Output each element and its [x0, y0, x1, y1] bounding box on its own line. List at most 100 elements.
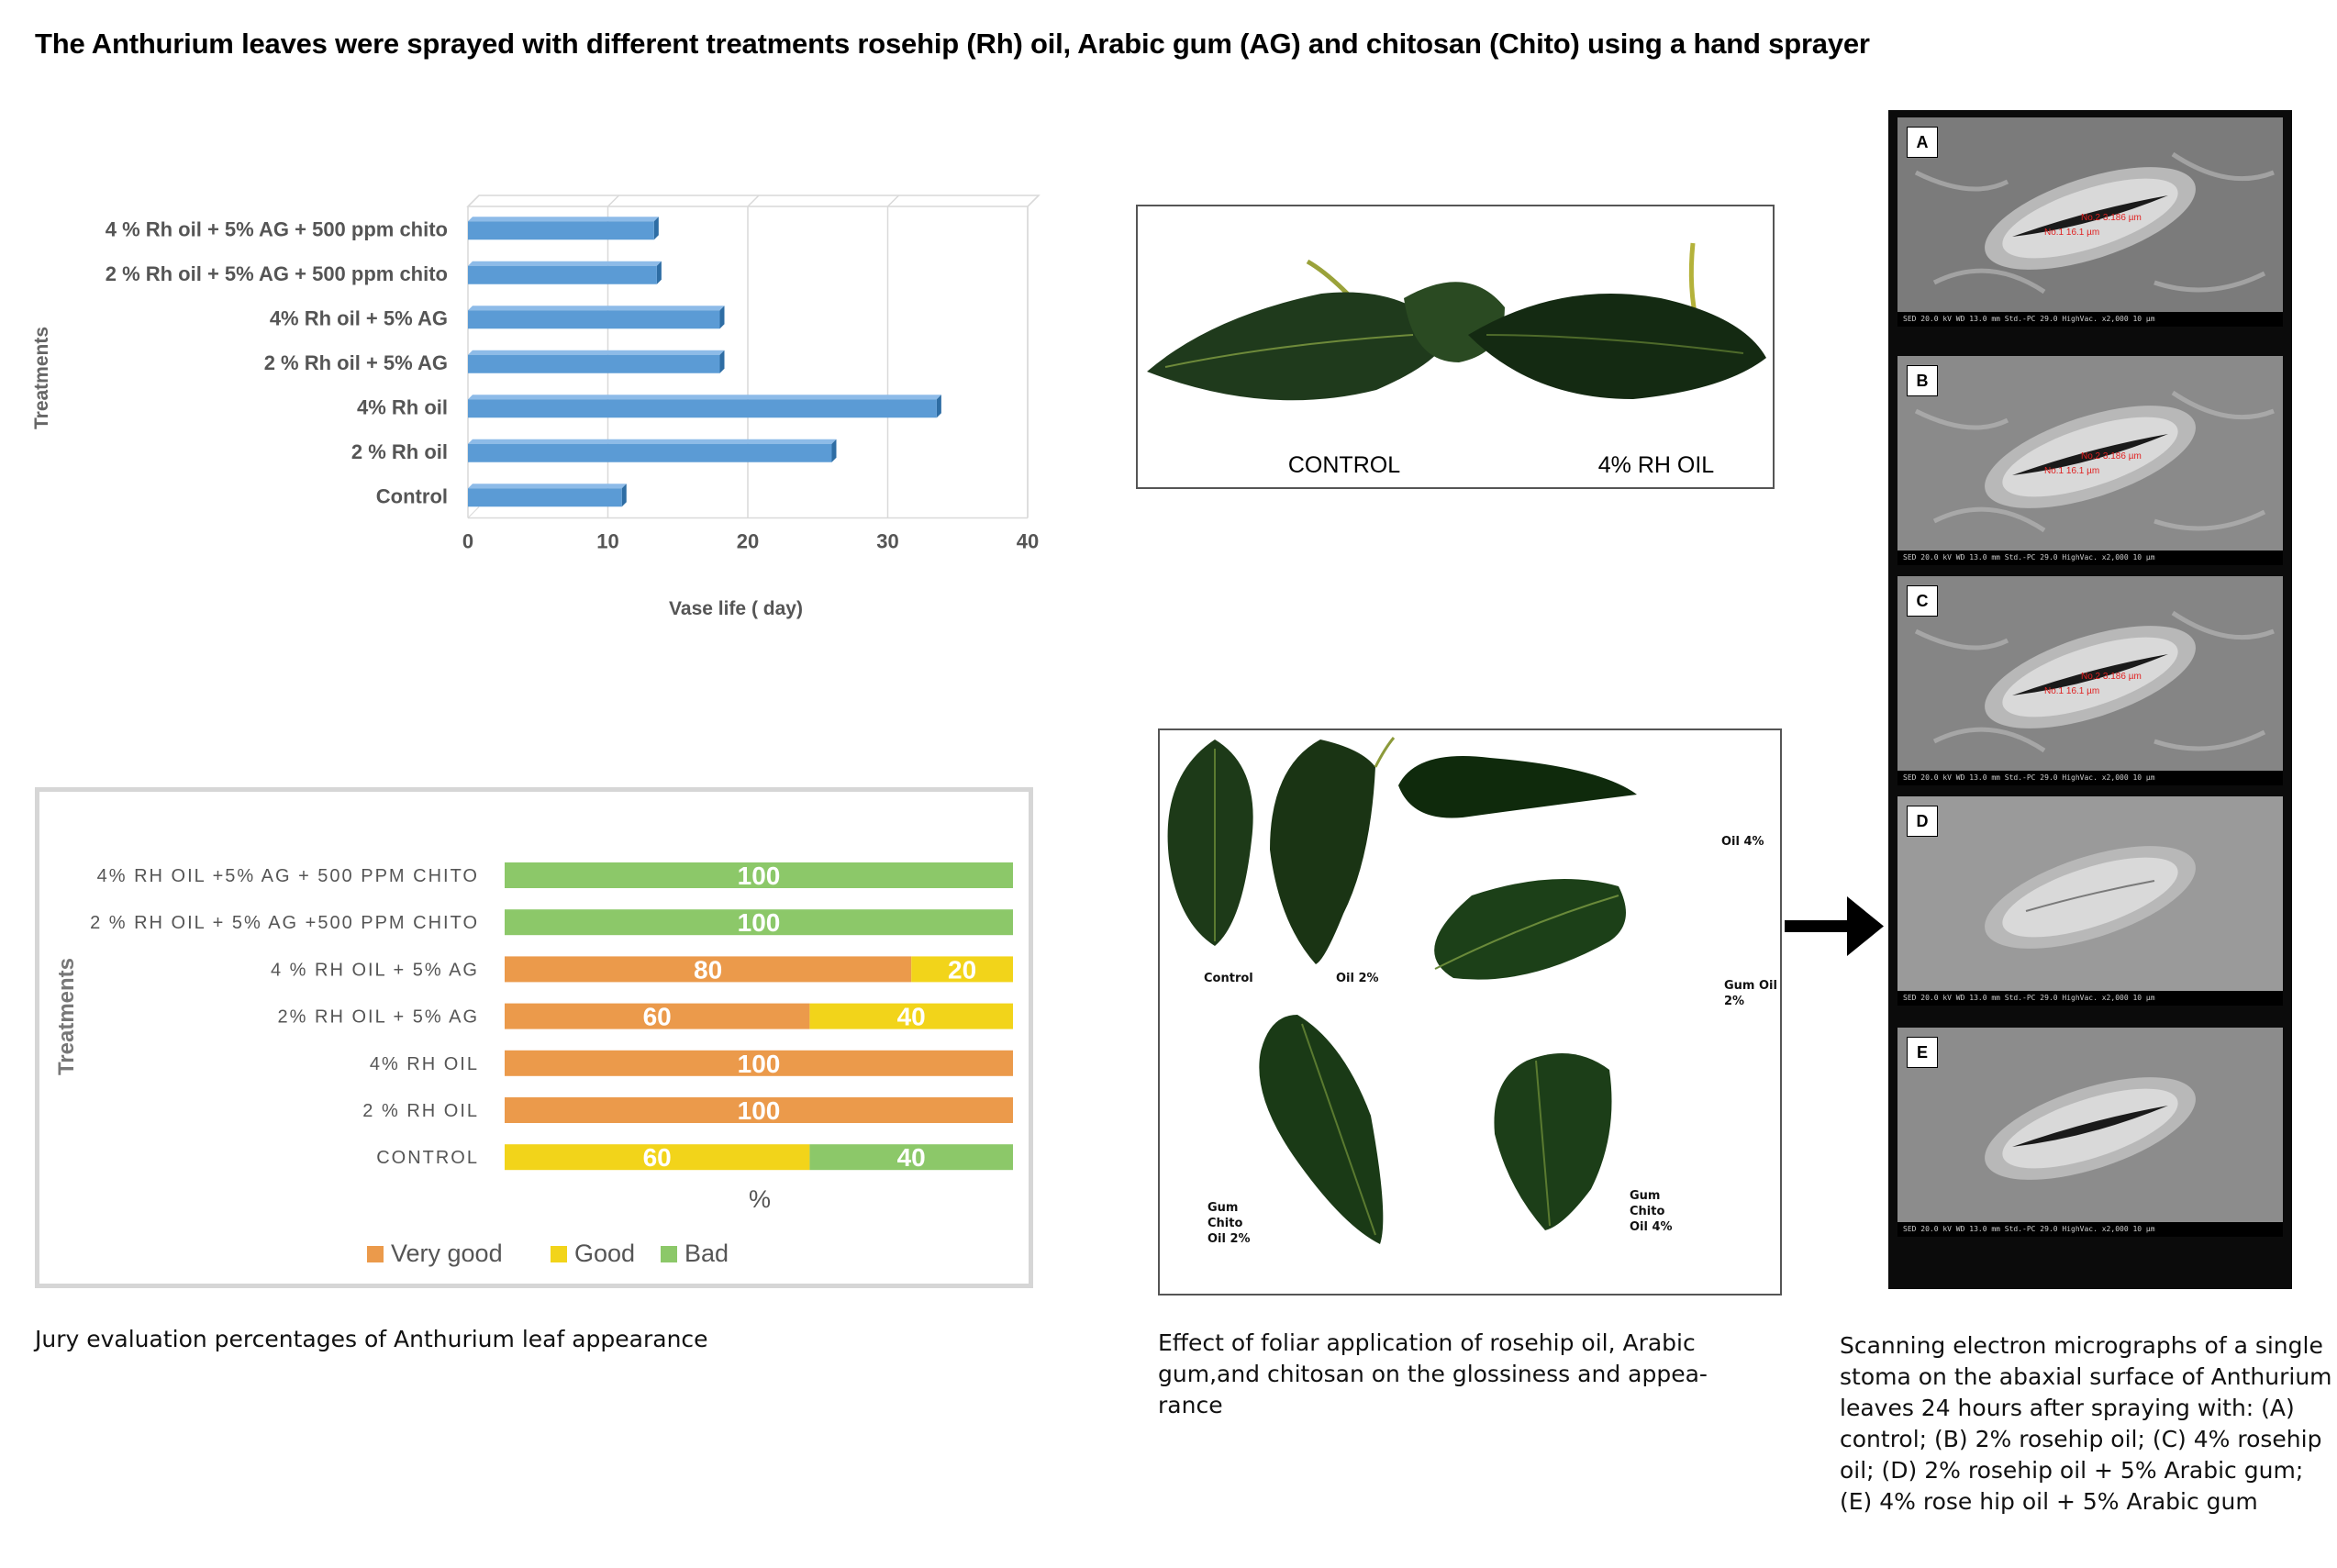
sem-stoma-pore [2025, 880, 2155, 912]
grid-label-oil2: Oil 2% [1336, 972, 1379, 985]
vase-life-bar-top [468, 350, 725, 355]
sem-info-bar: SED 20.0 kV WD 13.0 mm Std.-PC 29.0 High… [1897, 550, 2283, 565]
leaf-gum-chito-oil4-image [1494, 1053, 1612, 1230]
control-leaf-image [1147, 259, 1505, 401]
vase-life-bar-side [719, 306, 725, 329]
sem-info-bar: SED 20.0 kV WD 13.0 mm Std.-PC 29.0 High… [1897, 771, 2283, 785]
jury-bar-segment [505, 1144, 810, 1171]
sem-measurement: No.2 3.186 µm [2081, 213, 2142, 223]
jury-data-label: 100 [738, 908, 781, 937]
vase-life-tick-label: 0 [462, 530, 473, 553]
jury-data-label: 100 [738, 862, 781, 890]
jury-category-label: CONTROL [376, 1148, 479, 1168]
jury-category-labels: CONTROL 2 % RH OIL 4% RH OIL 2% RH OIL + 5%… [90, 866, 479, 1168]
sem-info-bar: SED 20.0 kV WD 13.0 mm Std.-PC 29.0 High… [1897, 991, 2283, 1006]
leaf-grid-image [1167, 737, 1637, 1244]
vase-life-category-label: 4% Rh oil + 5% AG [270, 306, 448, 329]
sem-image-strip: No.2 3.186 µm No.1 16.1 µm A SED 20.0 kV WD… [1888, 110, 2292, 1289]
jury-bars: 60 40 100 100 60 40 80 20 100 100 [505, 862, 1013, 1172]
vase-life-chart: Control 2 % Rh oil 4% Rh oil 2 % Rh oil + 5… [31, 195, 1041, 619]
jury-data-label: 100 [738, 1096, 781, 1125]
sem-panel-a: No.2 3.186 µm No.1 16.1 µm A SED 20.0 kV WD… [1897, 117, 2283, 327]
vase-life-bar-top [468, 484, 627, 489]
vase-life-bar [468, 399, 937, 418]
leaf-gum-chito-oil2-image [1259, 1015, 1384, 1244]
jury-category-label: 2% RH OIL + 5% AG [278, 1007, 479, 1028]
photo-label-oil: 4% RH OIL [1598, 452, 1715, 478]
oil-leaf-image [1468, 242, 1766, 399]
jury-bar-segment [505, 956, 912, 983]
vase-life-bar-side [719, 350, 725, 373]
jury-legend-swatch [661, 1246, 677, 1262]
jury-data-label: 60 [643, 1003, 672, 1031]
vase-life-bar [468, 265, 657, 284]
sem-guard-cell-inner [2002, 857, 2178, 938]
grid-label-gum-oil2: Gum Oil 2% [1724, 979, 1777, 1008]
jury-category-label: 4% RH OIL [370, 1054, 479, 1074]
vase-life-category-label: Control [376, 484, 448, 507]
sem-micrograph-image: No.2 3.186 µm No.1 16.1 µm [1897, 576, 2283, 785]
leaf-grid-caption: Effect of foliar application of rosehip … [1158, 1329, 1708, 1418]
vase-life-bar [468, 354, 720, 373]
jury-bar-segment [505, 1050, 1013, 1076]
vase-life-category-label: 2 % Rh oil + 5% AG + 500 ppm chito [106, 262, 448, 285]
jury-category-label: 4% RH OIL +5% AG + 500 PPM CHITO [97, 866, 479, 886]
sem-panel-label: C [1907, 585, 1938, 617]
vase-life-gridline-depth [1027, 195, 1040, 207]
leaf-comparison-image: CONTROL 4% RH OIL [1147, 242, 1766, 478]
vase-life-plot-corner [467, 506, 480, 518]
sem-measurement: No.1 16.1 µm [2044, 466, 2099, 476]
jury-category-label: 2 % RH OIL [362, 1101, 479, 1121]
sem-panel-label: A [1907, 127, 1938, 158]
leaf-oil2-image [1270, 737, 1396, 964]
vase-life-category-label: 2 % Rh oil + 5% AG [264, 351, 448, 374]
vase-life-bar-side [656, 261, 662, 284]
sem-micrograph-image [1897, 796, 2283, 1006]
sem-stoma-pore [2012, 654, 2168, 695]
top-leaf-photo: CONTROL 4% RH OIL [1136, 205, 1775, 489]
sem-info-bar: SED 20.0 kV WD 13.0 mm Std.-PC 29.0 High… [1897, 312, 2283, 327]
vase-life-gridline-depth [886, 195, 900, 207]
jury-category-label: 2 % RH OIL + 5% AG +500 PPM CHITO [90, 913, 479, 933]
leaf-gum-oil2-image [1434, 879, 1626, 980]
jury-bar-segment [505, 862, 1013, 888]
grid-label-gum-chito-oil2: Gum Chito Oil 2% [1207, 1201, 1251, 1246]
jury-bar-segment [505, 1097, 1013, 1123]
vase-life-bar-top [468, 439, 837, 444]
jury-data-label: 60 [643, 1143, 672, 1172]
leaf-grid-photo: Control Oil 2% Oil 4% Gum Oil 2% Gum Chi… [1158, 728, 1782, 1296]
vase-life-category-label: 4 % Rh oil + 5% AG + 500 ppm chito [106, 217, 448, 240]
sem-surface-texture [1914, 151, 2275, 295]
sem-micrograph-image [1897, 1028, 2283, 1237]
arrow-right-icon [1785, 896, 1884, 956]
vase-life-tick-label: 40 [1017, 530, 1039, 553]
vase-life-bar-side [653, 217, 659, 240]
sem-measurement: No.1 16.1 µm [2044, 228, 2099, 238]
jury-data-label: 20 [948, 955, 976, 984]
vase-life-tick-labels: 0 10 20 30 40 [462, 530, 1039, 553]
vase-life-bar-top [468, 395, 941, 400]
jury-data-label: 100 [738, 1050, 781, 1078]
vase-life-bar-side [621, 484, 627, 507]
vase-life-category-labels: Control 2 % Rh oil 4% Rh oil 2 % Rh oil + 5… [106, 217, 448, 507]
jury-x-axis-label: % [749, 1185, 771, 1213]
vase-life-bar-side [936, 395, 941, 418]
sem-panel-label: D [1907, 806, 1938, 837]
sem-panel-d: D SED 20.0 kV WD 13.0 mm Std.-PC 29.0 Hig… [1897, 796, 2283, 1006]
jury-category-label: 4 % RH OIL + 5% AG [271, 960, 479, 980]
sem-micrograph-image: No.2 3.186 µm No.1 16.1 µm [1897, 356, 2283, 565]
grid-label-oil4: Oil 4% [1721, 835, 1764, 849]
sem-panel-label: B [1907, 365, 1938, 396]
vase-life-category-label: 4% Rh oil [357, 395, 448, 418]
jury-data-label: 80 [694, 955, 722, 984]
leaf-control-image [1167, 740, 1253, 946]
page-title: The Anthurium leaves were sprayed with d… [35, 28, 1870, 60]
jury-legend-swatch [367, 1246, 384, 1262]
leaf-oil4-image [1398, 756, 1637, 818]
vase-life-bar-top [468, 306, 725, 311]
jury-chart-caption: Jury evaluation percentages of Anthurium… [35, 1326, 708, 1352]
jury-bar-segment [505, 1003, 810, 1029]
jury-legend: Very good Good Bad [367, 1240, 729, 1267]
sem-measurement: No.1 16.1 µm [2044, 686, 2099, 696]
vase-life-gridline-depth [467, 195, 480, 207]
